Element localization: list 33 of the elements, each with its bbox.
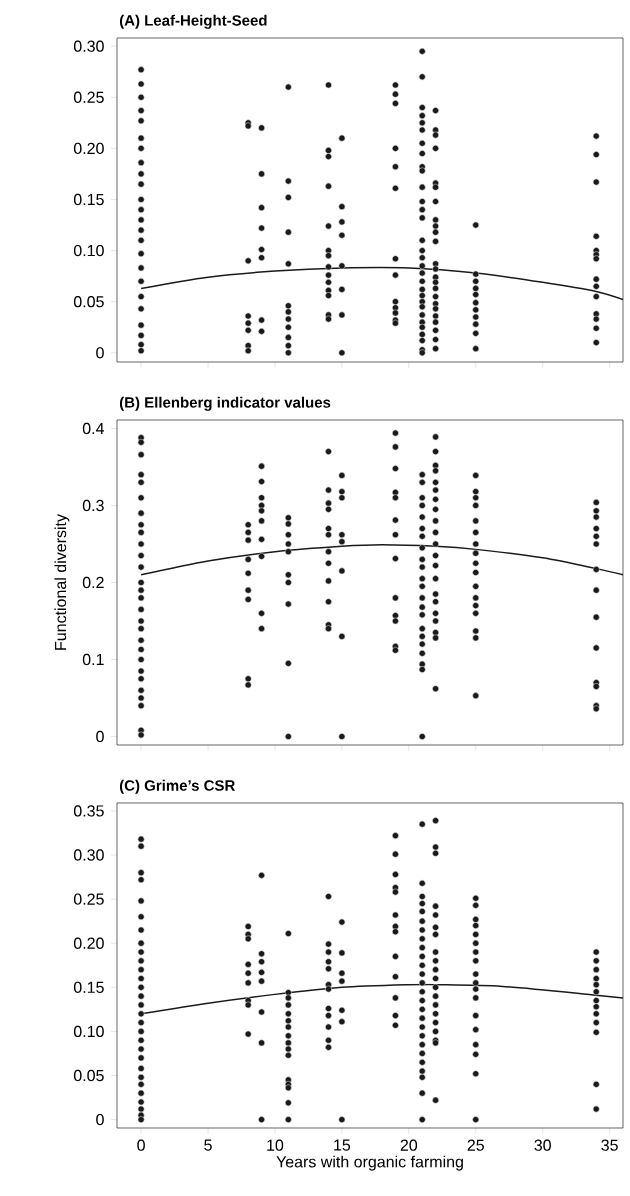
y-tick-label: 0.35	[73, 805, 104, 817]
y-tick-label: 0.15	[73, 981, 104, 993]
x-tick-label: 25	[467, 1139, 484, 1151]
y-tick-label: 0.20	[73, 937, 104, 949]
y-tick-label: 0	[96, 347, 104, 359]
x-tick-label: 20	[400, 1139, 418, 1151]
y-tick-label: 0.05	[73, 296, 104, 308]
y-tick-label: 0.10	[73, 1025, 104, 1038]
y-tick-label: 0.2	[82, 576, 104, 589]
x-tick-label: 15	[334, 1139, 351, 1151]
y-axis-title: Functional diversity	[54, 514, 70, 650]
y-tick-label: 0.25	[73, 91, 104, 103]
y-tick-label: 0.1	[82, 653, 104, 666]
y-tick-label: 0.4	[82, 422, 104, 435]
y-tick-label: 0.15	[73, 193, 104, 206]
x-tick-label: 0	[137, 1139, 145, 1151]
y-tick-label: 0.3	[82, 499, 104, 512]
y-tick-label: 0.20	[73, 142, 104, 155]
chart-title: (B) Ellenberg indicator values	[119, 396, 331, 411]
y-tick-label: 0.25	[73, 893, 104, 905]
y-tick-label: 0.05	[73, 1069, 104, 1082]
x-tick-label: 30	[534, 1139, 551, 1151]
x-tick-label: 5	[204, 1139, 212, 1151]
x-tick-label: 10	[267, 1139, 284, 1151]
y-tick-label: 0.30	[73, 849, 104, 861]
y-tick-label: 0	[96, 730, 104, 743]
x-axis-title: Years with organic farming	[276, 1155, 463, 1171]
chart-title: (A) Leaf-Height-Seed	[119, 14, 267, 29]
y-tick-label: 0.30	[73, 40, 104, 52]
x-tick-label: 35	[601, 1139, 618, 1151]
y-tick-label: 0	[96, 1113, 104, 1126]
y-tick-label: 0.10	[73, 244, 104, 257]
chart-title: (C) Grime’s CSR	[119, 779, 236, 794]
